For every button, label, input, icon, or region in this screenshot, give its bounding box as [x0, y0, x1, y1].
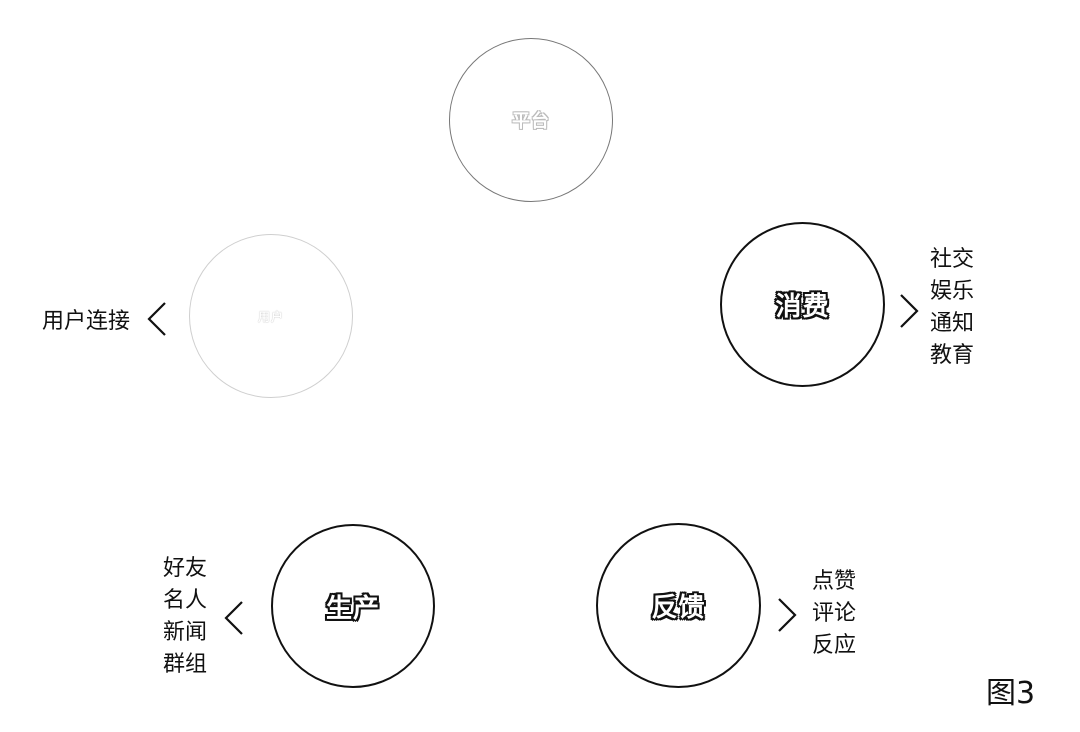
user-connection-label: 用户连接: [42, 309, 131, 334]
feedback-list: 点赞 评论 反应: [812, 566, 856, 662]
user-circle: 用户: [189, 234, 353, 398]
list-item: 反应: [812, 633, 857, 658]
list-item: 娱乐: [930, 279, 975, 304]
chevron-left-icon: [224, 601, 243, 635]
consume-circle: 消费: [720, 222, 885, 387]
consume-circle-label: 消费: [775, 292, 830, 322]
chevron-right-icon: [778, 598, 797, 632]
produce-circle-label: 生产: [325, 593, 380, 624]
platform-circle: 平台: [449, 38, 613, 202]
list-item: 好友: [163, 556, 208, 581]
produce-list: 好友 名人 新闻 群组: [163, 553, 207, 681]
feedback-circle-label: 反馈: [651, 593, 706, 623]
user-circle-label: 用户: [257, 309, 284, 324]
list-item: 名人: [163, 588, 208, 613]
list-item: 评论: [812, 601, 857, 626]
produce-circle: 生产: [271, 524, 435, 688]
list-item: 通知: [930, 311, 975, 336]
list-item: 社交: [930, 247, 975, 272]
list-item: 新闻: [163, 620, 208, 645]
consume-list: 社交 娱乐 通知 教育: [930, 244, 974, 372]
figure-label: 图3: [986, 676, 1036, 711]
platform-circle-label: 平台: [512, 111, 550, 132]
chevron-right-icon: [900, 294, 919, 328]
list-item: 教育: [930, 343, 975, 368]
list-item: 点赞: [812, 569, 857, 594]
chevron-left-icon: [147, 302, 166, 336]
feedback-circle: 反馈: [596, 523, 761, 688]
list-item: 群组: [163, 652, 208, 677]
